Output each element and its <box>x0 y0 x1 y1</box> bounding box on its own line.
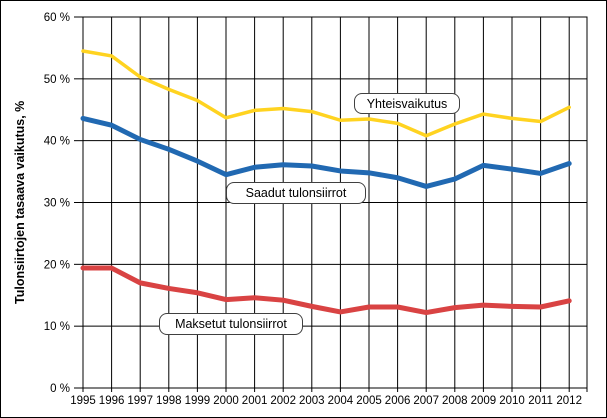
x-tick-label: 2000 <box>213 395 239 407</box>
y-tick-label: 10 % <box>44 321 70 333</box>
x-tick-label: 2012 <box>556 395 582 407</box>
y-tick-label: 60 % <box>44 12 70 24</box>
x-tick-label: 1997 <box>127 395 153 407</box>
x-tick-label: 2008 <box>442 395 468 407</box>
legend-label-saadut-tulonsiirrot: Saadut tulonsiirrot <box>226 182 366 204</box>
series-line-1 <box>80 115 572 189</box>
x-tick-label: 2004 <box>328 395 354 407</box>
x-tick-label: 2009 <box>471 395 497 407</box>
x-tick-label: 1996 <box>99 395 125 407</box>
y-tick-label: 30 % <box>44 198 70 210</box>
x-tick-label: 2001 <box>242 395 268 407</box>
x-tick-label: 2005 <box>356 395 382 407</box>
x-tick-label: 1998 <box>156 395 182 407</box>
y-tick-label: 50 % <box>44 74 70 86</box>
series-line-2 <box>80 265 572 316</box>
y-tick-label: 40 % <box>44 136 70 148</box>
plot-border <box>82 16 588 389</box>
x-tick-label: 1995 <box>70 395 96 407</box>
x-tick-label: 2007 <box>413 395 439 407</box>
x-tick-label: 1999 <box>185 395 211 407</box>
x-tick-label: 2003 <box>299 395 325 407</box>
x-tick-label: 2006 <box>385 395 411 407</box>
legend-label-yhteisvaikutus: Yhteisvaikutus <box>354 93 460 114</box>
series-line-0 <box>81 49 571 138</box>
x-tick-label: 2010 <box>499 395 525 407</box>
x-tick-label: 2002 <box>270 395 296 407</box>
x-tick-label: 2011 <box>528 395 553 407</box>
y-tick-label: 20 % <box>44 259 70 271</box>
y-tick-label: 0 % <box>50 383 70 395</box>
legend-label-maksetut-tulonsiirrot: Maksetut tulonsiirrot <box>159 313 303 335</box>
